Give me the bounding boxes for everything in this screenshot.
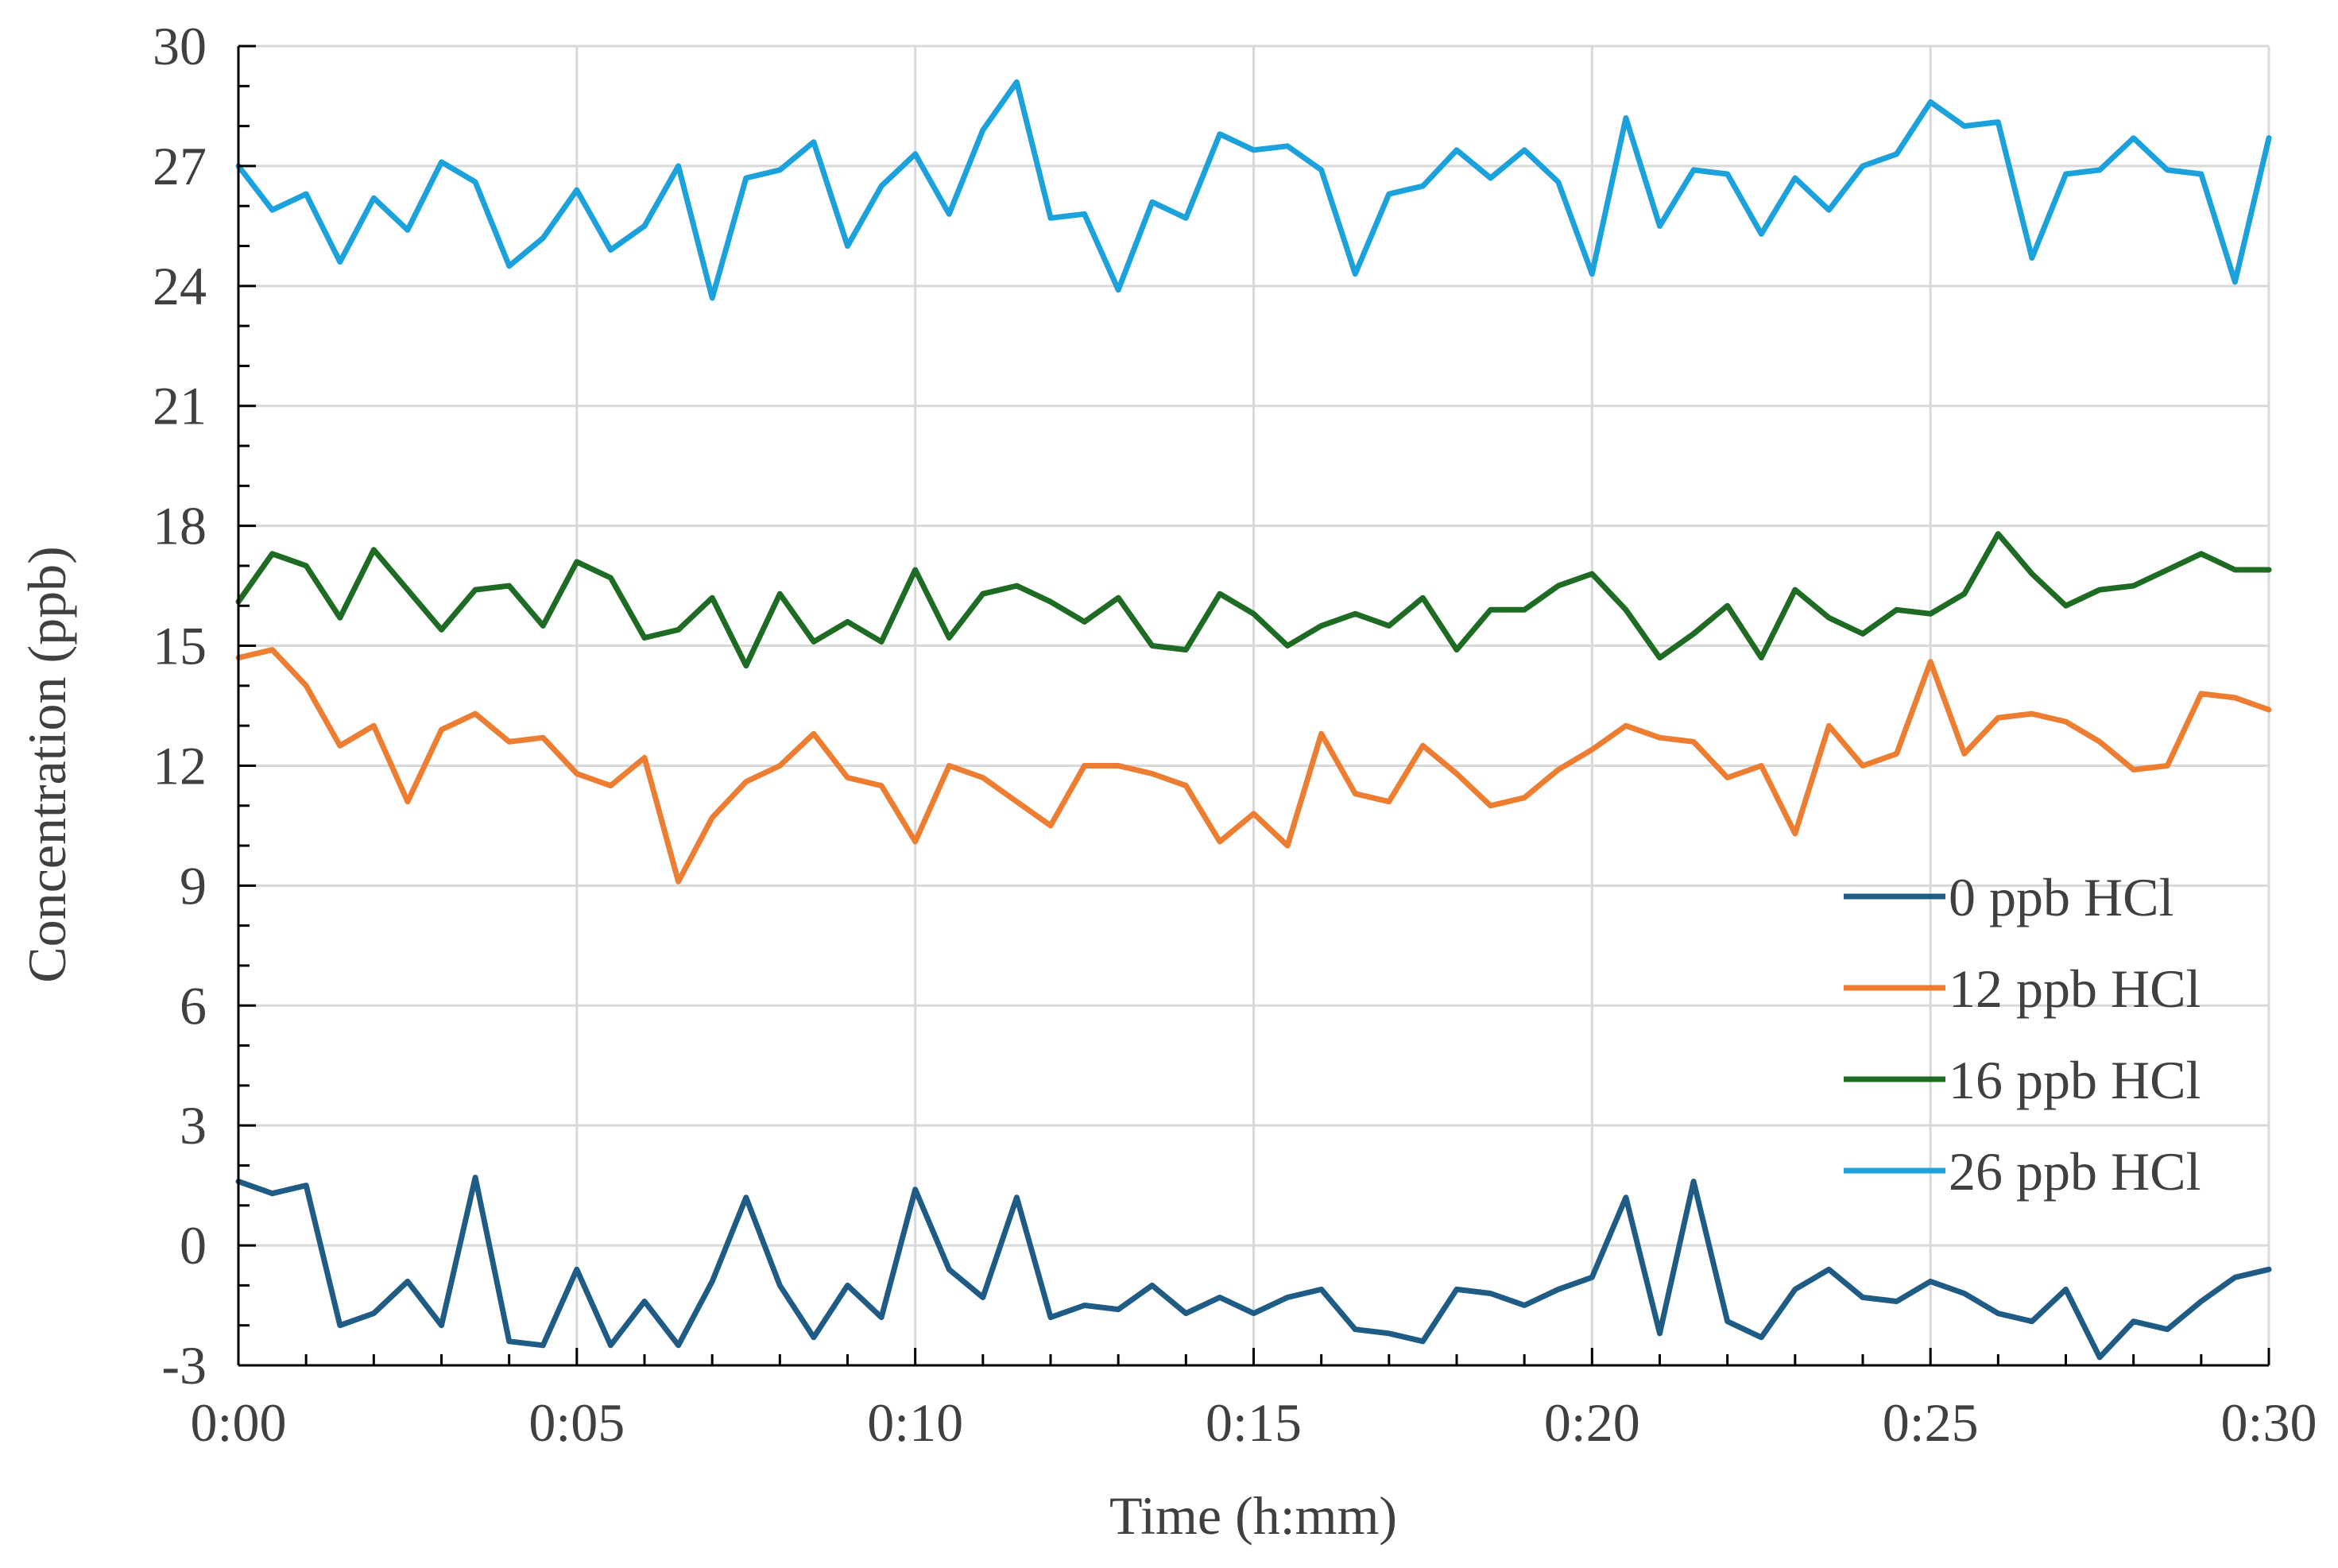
legend: 0 ppb HCl 12 ppb HCl 16 ppb HCl 26 ppb HCl [1844,867,2201,1202]
x-tick-label: 0:15 [1206,1392,1302,1453]
series-line-12-ppb [235,647,2272,885]
x-tick-label: 0:10 [867,1392,963,1453]
y-tick-label: 27 [153,136,207,196]
y-tick-label: 21 [153,376,207,436]
plot-area [235,79,2272,1361]
y-tick-label: 12 [153,735,207,796]
legend-label: 12 ppb HCl [1949,958,2201,1019]
legend-label: 0 ppb HCl [1949,867,2173,927]
y-tick-labels: -3 0 3 6 9 12 15 18 21 24 27 30 [153,16,207,1396]
x-tick-label: 0:00 [191,1392,287,1453]
series-line-0-ppb [235,1175,2272,1361]
x-tick-label: 0:30 [2221,1392,2317,1453]
y-axis-title: Concentration (ppb) [17,546,77,983]
y-tick-label: 9 [180,855,207,916]
x-axis-title: Time (h:mm) [1109,1485,1397,1546]
y-tick-label: 6 [180,975,207,1036]
legend-label: 16 ppb HCl [1949,1050,2201,1110]
x-tick-label: 0:05 [528,1392,625,1453]
tick-marks [237,45,2270,1367]
y-tick-label: 24 [153,256,207,316]
x-tick-labels: 0:00 0:05 0:10 0:15 0:20 0:25 0:30 [191,1392,2317,1453]
y-tick-label: 18 [153,496,207,556]
x-tick-label: 0:25 [1883,1392,1979,1453]
y-tick-label: -3 [161,1335,207,1396]
y-tick-label: 3 [180,1095,207,1156]
y-tick-label: 30 [153,16,207,76]
series-line-26-ppb [235,79,2272,301]
x-tick-label: 0:20 [1544,1392,1640,1453]
y-tick-label: 15 [153,616,207,676]
gridlines [237,45,2270,1367]
y-tick-label: 0 [180,1215,207,1276]
legend-label: 26 ppb HCl [1949,1141,2201,1202]
series-line-16-ppb [235,531,2272,669]
